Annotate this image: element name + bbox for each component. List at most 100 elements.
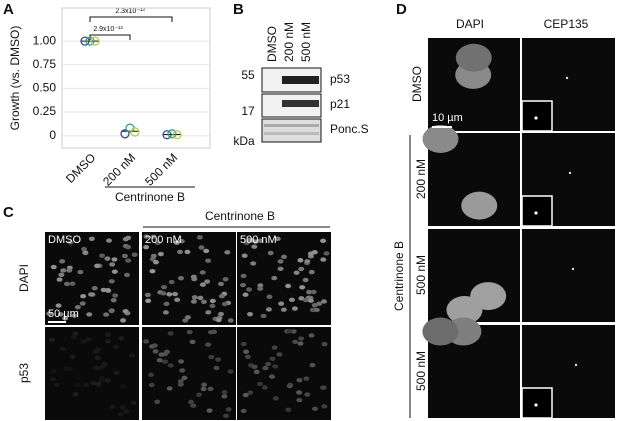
nucleus	[111, 257, 118, 262]
nucleus	[108, 308, 115, 314]
nucleus	[148, 382, 155, 388]
micrograph	[237, 327, 331, 420]
nucleus	[100, 287, 107, 293]
column-label: DMSO	[48, 234, 81, 246]
nucleus	[302, 297, 309, 303]
x-tick-label: 200 nM	[100, 150, 138, 188]
nucleus	[157, 251, 164, 257]
plot-area	[61, 7, 211, 149]
nucleus	[262, 365, 269, 371]
nucleus	[82, 250, 89, 256]
nucleus	[190, 403, 197, 408]
nucleus	[251, 244, 258, 249]
nucleus	[221, 389, 228, 395]
nucleus	[149, 268, 156, 274]
nucleus	[56, 277, 63, 282]
band	[264, 132, 319, 135]
row-label: DMSO	[410, 66, 424, 102]
nucleus	[172, 291, 179, 297]
nucleus	[304, 392, 311, 397]
nucleus	[244, 354, 251, 359]
nucleus	[59, 259, 66, 264]
y-axis-label: Growth (vs. DMSO)	[8, 26, 22, 131]
nucleus	[461, 191, 498, 220]
nucleus	[105, 288, 112, 293]
group-label: Centrinone B	[392, 241, 406, 311]
scale-label: 10 µm	[432, 112, 463, 124]
nucleus	[310, 289, 317, 295]
nucleus	[197, 295, 204, 301]
nucleus	[260, 313, 267, 319]
nucleus	[271, 275, 278, 281]
nucleus	[154, 399, 161, 404]
nucleus	[151, 343, 158, 348]
nucleus	[243, 349, 250, 354]
nucleus	[118, 336, 125, 341]
band	[264, 124, 319, 127]
nucleus	[422, 124, 459, 153]
nucleus	[108, 279, 115, 284]
nucleus	[190, 274, 197, 280]
nucleus	[227, 318, 234, 323]
nucleus	[53, 382, 60, 388]
nucleus	[94, 355, 101, 361]
nucleus	[144, 292, 151, 298]
nucleus	[271, 345, 278, 350]
column-label: 200 nM	[145, 234, 182, 246]
nucleus	[161, 285, 168, 290]
nucleus	[196, 235, 203, 240]
nucleus	[145, 298, 152, 303]
nucleus	[150, 234, 157, 240]
nucleus	[57, 312, 64, 317]
nucleus	[66, 268, 73, 273]
nucleus	[293, 270, 300, 275]
nucleus	[163, 301, 170, 307]
nucleus	[266, 294, 273, 299]
y-tick-label: 0	[49, 128, 56, 142]
band-label: Ponc.S	[330, 122, 369, 136]
nucleus	[62, 316, 69, 321]
nucleus	[99, 253, 106, 258]
nucleus	[306, 289, 313, 295]
nucleus	[95, 381, 102, 387]
nucleus	[104, 256, 111, 261]
row-label: 500 nM	[414, 351, 428, 391]
centrosome	[571, 267, 575, 271]
nucleus	[247, 390, 254, 395]
nucleus	[209, 303, 216, 309]
nucleus	[148, 372, 155, 378]
point	[80, 36, 90, 46]
nucleus	[122, 236, 129, 242]
band-label: p21	[330, 97, 350, 111]
nucleus	[265, 307, 272, 312]
nucleus	[227, 369, 234, 374]
nucleus	[320, 257, 327, 262]
centrosome	[568, 171, 572, 175]
point	[167, 129, 177, 139]
micrograph	[522, 229, 615, 322]
nucleus	[158, 352, 165, 357]
nucleus	[287, 382, 294, 388]
nucleus	[304, 259, 311, 264]
nucleus	[91, 285, 98, 291]
centrosome	[534, 116, 538, 120]
nucleus	[321, 341, 328, 347]
inset	[521, 387, 553, 419]
row-label: 200 nM	[414, 159, 428, 199]
band-label: p53	[330, 72, 350, 86]
nucleus	[156, 358, 163, 363]
nucleus	[303, 376, 310, 381]
y-tick-label: 0.25	[33, 104, 57, 118]
nucleus	[117, 412, 124, 417]
nucleus	[80, 246, 87, 252]
nucleus	[313, 307, 320, 313]
nucleus	[242, 392, 249, 398]
nucleus	[179, 368, 186, 373]
nucleus	[207, 386, 214, 392]
centrosome	[574, 363, 578, 367]
nucleus	[50, 369, 57, 374]
nucleus	[85, 337, 92, 342]
nucleus	[225, 407, 232, 412]
nucleus	[181, 375, 188, 381]
